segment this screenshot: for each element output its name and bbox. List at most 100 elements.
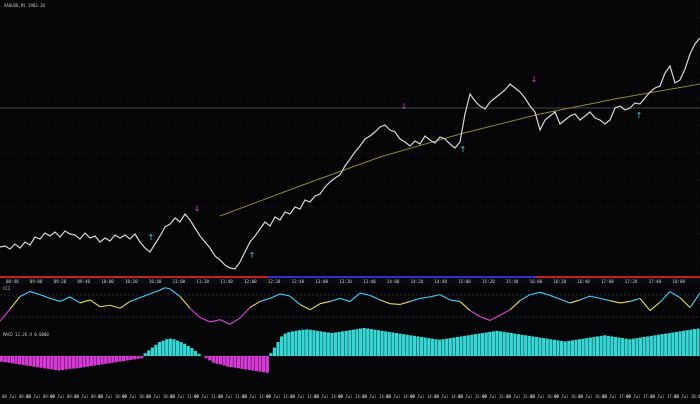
macd-bar <box>208 356 212 361</box>
cci-line-segment <box>339 297 351 302</box>
macd-bar <box>254 356 259 372</box>
macd-bar <box>272 347 277 356</box>
time-label: 14:40 <box>434 279 447 284</box>
cci-line-segment <box>199 316 211 323</box>
macd-bar <box>168 338 172 356</box>
cci-line-segment <box>379 299 391 305</box>
time-label: 13:40 <box>363 279 376 284</box>
macd-bar <box>157 342 162 356</box>
macd-bar <box>323 331 327 356</box>
price-panel[interactable]: XAUUSD,M1 1983.20 ↑ ↑ ↑ ↑ ↓ ↓ ↓ <box>0 0 700 276</box>
macd-bar <box>574 339 578 356</box>
cci-line-segment <box>529 291 541 296</box>
macd-label: MACD 12,26,9 0.0000 <box>3 332 49 337</box>
macd-bar <box>290 331 294 356</box>
macd-bar <box>556 340 560 356</box>
macd-bar <box>437 339 442 356</box>
bottom-time-label: 08 Jul 15:20 <box>482 394 511 399</box>
bottom-time-label: 08 Jul 16:40 <box>578 394 607 399</box>
macd-bar <box>430 338 434 356</box>
macd-bar <box>477 333 481 356</box>
macd-bar <box>692 329 697 356</box>
macd-bar <box>344 330 348 356</box>
cci-line-segment <box>409 297 421 302</box>
macd-bar <box>35 356 40 368</box>
macd-bar <box>43 356 47 369</box>
time-label: 13:00 <box>315 279 328 284</box>
buy-signal-arrow-icon: ↑ <box>249 251 256 260</box>
bottom-time-label: 08 Jul 10:40 <box>146 394 175 399</box>
bottom-time-label: 08 Jul 16:00 <box>530 394 559 399</box>
macd-indicator-panel[interactable]: MACD 12,26,9 0.0000 <box>0 328 700 391</box>
cci-indicator-panel[interactable]: CCI <box>0 284 700 328</box>
macd-bar <box>470 334 474 356</box>
macd-bar <box>125 356 129 361</box>
macd-bar <box>628 339 632 356</box>
macd-bar <box>495 330 499 356</box>
macd-bar <box>175 340 180 356</box>
bottom-time-label: 08 Jul 13:40 <box>362 394 391 399</box>
bottom-time-label: 08 Jul 14:00 <box>386 394 415 399</box>
time-label: 12:20 <box>268 279 281 284</box>
macd-bar <box>412 335 417 356</box>
macd-bar <box>552 339 557 356</box>
session-bar-red <box>0 276 268 278</box>
sell-signal-arrow-icon: ↓ <box>194 204 201 213</box>
cci-line-segment <box>479 316 491 321</box>
macd-bar <box>502 331 506 356</box>
macd-bar <box>222 356 226 366</box>
macd-bar <box>664 333 668 356</box>
cci-line-segment <box>139 293 151 299</box>
bottom-time-label: 08 Jul 12:40 <box>290 394 319 399</box>
bottom-time-label: 08 Jul 10:00 <box>98 394 127 399</box>
macd-bar <box>488 331 492 356</box>
bottom-time-label: 08 Jul 14:20 <box>410 394 439 399</box>
macd-bar <box>330 333 334 356</box>
cci-line-segment <box>169 288 181 297</box>
time-label: 14:20 <box>411 279 424 284</box>
time-label: 13:20 <box>339 279 352 284</box>
macd-bar <box>111 356 115 363</box>
macd-bar <box>301 329 305 356</box>
cci-line-segment <box>649 301 661 311</box>
macd-histogram <box>0 328 700 373</box>
macd-bar <box>394 333 399 356</box>
macd-bar <box>484 332 488 356</box>
cci-line-segment <box>79 299 91 304</box>
macd-bar <box>14 356 18 364</box>
sell-signal-arrow-icon: ↓ <box>401 102 408 111</box>
cci-line-segment <box>609 300 621 304</box>
macd-bar <box>498 331 503 356</box>
time-label: 15:20 <box>482 279 495 284</box>
cci-line-segment <box>359 292 371 296</box>
macd-bar <box>179 342 183 356</box>
session-bar-blue <box>268 276 536 278</box>
macd-bar <box>678 331 682 356</box>
macd-bar <box>186 345 190 356</box>
macd-bar <box>122 356 126 362</box>
macd-bar <box>459 336 463 356</box>
macd-bar <box>455 336 460 356</box>
macd-bar <box>319 331 323 356</box>
macd-bar <box>140 356 144 359</box>
macd-bar <box>17 356 22 365</box>
bottom-time-label: 08 Jul 11:00 <box>170 394 199 399</box>
cci-line-segment <box>579 295 591 301</box>
cci-line-segment <box>299 303 311 311</box>
cci-line-segment <box>659 291 671 303</box>
buy-signal-arrow-icon: ↑ <box>636 111 643 120</box>
cci-line-segment <box>459 301 471 311</box>
cci-line <box>0 287 700 325</box>
cci-line-segment <box>539 291 551 296</box>
macd-bar <box>646 336 650 356</box>
cci-line-segment <box>399 300 411 306</box>
macd-bar <box>621 338 625 356</box>
cci-line-segment <box>509 300 521 311</box>
macd-bar <box>542 338 546 356</box>
macd-bar <box>635 338 639 356</box>
macd-bar <box>603 335 607 356</box>
macd-bar <box>491 331 495 356</box>
macd-bar <box>581 338 585 356</box>
cci-line-segment <box>229 317 241 325</box>
